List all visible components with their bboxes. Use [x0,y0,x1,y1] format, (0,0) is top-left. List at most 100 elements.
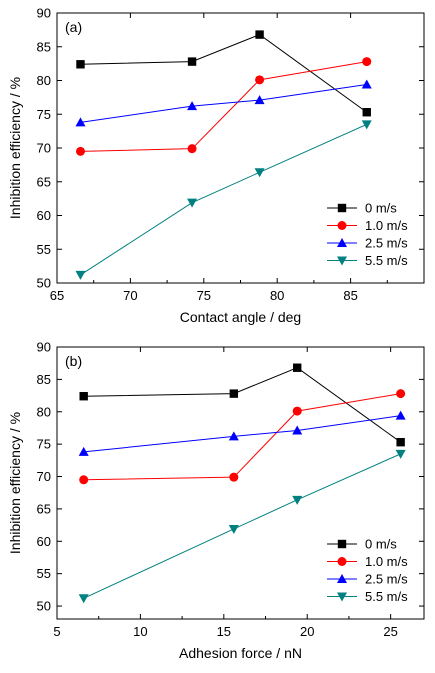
x-tick-label: 25 [383,624,397,639]
legend-marker [337,592,347,602]
series-line [83,367,401,443]
legend-marker [337,539,347,549]
series-line [80,123,367,276]
x-tick-label: 5 [53,624,60,639]
legend-marker [337,203,347,213]
legend-marker [337,256,347,266]
data-point [396,389,406,399]
legend-marker [337,574,347,583]
data-point [395,410,406,420]
y-axis-title: Inhibition efficiency / % [7,412,23,554]
x-axis-title: Contact angle / deg [180,309,301,325]
legend-item: 2.5 m/s [327,572,408,587]
series-line [83,453,401,599]
x-tick-label: 10 [133,624,147,639]
y-tick-label: 75 [37,437,51,452]
y-tick-label: 85 [37,372,51,387]
data-point [187,101,198,111]
data-point [75,270,86,280]
panel-label: (b) [65,353,82,369]
series-5-5-m-s [78,449,406,604]
y-tick-label: 75 [37,107,51,122]
data-point [187,57,197,66]
data-point [293,363,302,372]
y-tick-label: 60 [37,208,51,223]
y-tick-label: 55 [37,566,51,581]
legend-marker [337,238,347,247]
y-tick-label: 50 [37,276,51,291]
y-tick-label: 70 [37,469,51,484]
legend: 0 m/s 1.0 m/s 2.5 m/s 5.5 m/s [327,537,408,604]
y-tick-label: 85 [37,39,51,54]
panel-a: 65 70 75 80 85 50 55 60 65 70 75 80 85 90 Contact angl… [7,6,425,325]
legend-item: 2.5 m/s [327,236,408,251]
data-point [229,472,239,482]
series-0-m-s [79,363,405,447]
legend-item: 0 m/s [327,537,397,552]
legend-marker [337,557,347,566]
data-point [187,198,198,208]
data-point [292,495,303,505]
y-tick-label: 55 [37,242,51,257]
y-tick-label: 65 [37,501,51,516]
data-point [79,475,89,485]
x-tick-label: 85 [343,288,357,303]
y-tick-label: 90 [37,340,51,355]
x-tick-label: 80 [270,288,284,303]
data-point [361,79,372,89]
data-point [255,30,264,39]
y-tick-label: 60 [37,534,51,549]
series-0-m-s [76,30,371,117]
legend-item: 1.0 m/s [327,218,408,233]
data-point [292,406,302,416]
data-point [396,438,405,447]
y-tick-label: 80 [37,404,51,419]
legend-label: 2.5 m/s [365,572,408,587]
legend-label: 5.5 m/s [365,589,408,604]
series-2-5-m-s [78,410,406,456]
legend-item: 1.0 m/s [327,554,408,569]
legend-label: 0 m/s [365,201,397,216]
x-tick-label: 65 [50,288,64,303]
data-point [362,108,371,117]
series-line [80,61,367,152]
legend-item: 0 m/s [327,201,397,216]
x-axis-title: Adhesion force / nN [179,645,302,661]
data-point [395,449,406,459]
plot-frame [56,346,425,620]
data-point [76,60,85,69]
series-1-0-m-s [75,57,372,156]
y-tick-label: 50 [37,599,51,614]
series-line [83,415,401,453]
data-point [292,425,303,435]
legend-label: 0 m/s [365,537,397,552]
data-point [78,594,89,604]
data-point [362,57,372,67]
y-tick-label: 65 [37,174,51,189]
data-point [228,431,239,441]
data-point [254,95,265,105]
legend-label: 2.5 m/s [365,236,408,251]
legend-label: 1.0 m/s [365,554,408,569]
legend-item: 5.5 m/s [327,253,408,268]
data-point [79,392,88,401]
panel-b: 5 10 15 20 25 50 55 60 65 70 75 80 85 90 Adhesion forc… [7,340,425,661]
data-point [228,524,239,534]
series-2-5-m-s [75,79,372,127]
data-point [187,144,197,154]
legend-item: 5.5 m/s [327,589,408,604]
data-point [75,146,85,156]
x-tick-label: 75 [197,288,211,303]
y-tick-label: 90 [37,6,51,21]
y-axis-title: Inhibition efficiency / % [7,77,23,219]
y-tick-label: 70 [37,141,51,156]
legend-label: 5.5 m/s [365,253,408,268]
series-line [80,34,368,113]
x-tick-label: 15 [217,624,231,639]
legend: 0 m/s 1.0 m/s 2.5 m/s 5.5 m/s [327,201,408,268]
data-point [78,446,89,456]
legend-marker [337,221,347,230]
series-1-0-m-s [79,389,406,485]
data-point [75,117,86,127]
